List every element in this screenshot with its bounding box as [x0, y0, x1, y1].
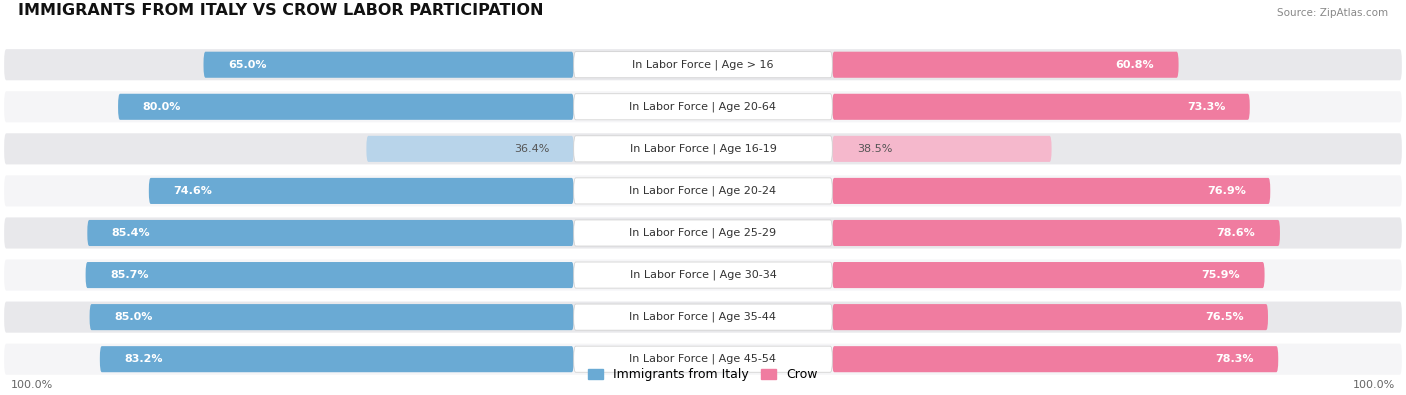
- FancyBboxPatch shape: [4, 217, 1402, 248]
- Text: 85.7%: 85.7%: [110, 270, 149, 280]
- FancyBboxPatch shape: [574, 52, 832, 78]
- FancyBboxPatch shape: [832, 346, 1278, 372]
- FancyBboxPatch shape: [100, 346, 574, 372]
- Text: IMMIGRANTS FROM ITALY VS CROW LABOR PARTICIPATION: IMMIGRANTS FROM ITALY VS CROW LABOR PART…: [18, 4, 544, 19]
- Text: 100.0%: 100.0%: [11, 380, 53, 390]
- FancyBboxPatch shape: [574, 346, 832, 372]
- FancyBboxPatch shape: [149, 178, 574, 204]
- FancyBboxPatch shape: [4, 133, 1402, 164]
- Text: 76.9%: 76.9%: [1206, 186, 1246, 196]
- FancyBboxPatch shape: [832, 136, 1052, 162]
- FancyBboxPatch shape: [574, 220, 832, 246]
- FancyBboxPatch shape: [204, 52, 574, 78]
- Text: 78.3%: 78.3%: [1215, 354, 1254, 364]
- Text: 85.0%: 85.0%: [114, 312, 152, 322]
- Text: In Labor Force | Age 45-54: In Labor Force | Age 45-54: [630, 354, 776, 365]
- Text: 83.2%: 83.2%: [124, 354, 163, 364]
- FancyBboxPatch shape: [86, 262, 574, 288]
- Text: In Labor Force | Age 35-44: In Labor Force | Age 35-44: [630, 312, 776, 322]
- Text: 80.0%: 80.0%: [142, 102, 181, 112]
- Text: In Labor Force | Age 30-34: In Labor Force | Age 30-34: [630, 270, 776, 280]
- Text: 75.9%: 75.9%: [1202, 270, 1240, 280]
- Text: 85.4%: 85.4%: [112, 228, 150, 238]
- FancyBboxPatch shape: [574, 136, 832, 162]
- FancyBboxPatch shape: [118, 94, 574, 120]
- FancyBboxPatch shape: [574, 94, 832, 120]
- FancyBboxPatch shape: [4, 344, 1402, 375]
- Text: 76.5%: 76.5%: [1205, 312, 1243, 322]
- FancyBboxPatch shape: [4, 175, 1402, 207]
- FancyBboxPatch shape: [367, 136, 574, 162]
- Text: Source: ZipAtlas.com: Source: ZipAtlas.com: [1277, 8, 1388, 19]
- Text: 38.5%: 38.5%: [856, 144, 893, 154]
- Text: 74.6%: 74.6%: [173, 186, 212, 196]
- FancyBboxPatch shape: [4, 301, 1402, 333]
- FancyBboxPatch shape: [90, 304, 574, 330]
- Text: In Labor Force | Age > 16: In Labor Force | Age > 16: [633, 60, 773, 70]
- FancyBboxPatch shape: [4, 49, 1402, 80]
- FancyBboxPatch shape: [832, 94, 1250, 120]
- Text: 100.0%: 100.0%: [1353, 380, 1395, 390]
- FancyBboxPatch shape: [832, 178, 1270, 204]
- FancyBboxPatch shape: [832, 262, 1264, 288]
- Text: 73.3%: 73.3%: [1187, 102, 1225, 112]
- Text: 60.8%: 60.8%: [1115, 60, 1154, 70]
- Text: 78.6%: 78.6%: [1216, 228, 1256, 238]
- FancyBboxPatch shape: [574, 262, 832, 288]
- FancyBboxPatch shape: [832, 304, 1268, 330]
- Text: 36.4%: 36.4%: [513, 144, 550, 154]
- FancyBboxPatch shape: [832, 52, 1178, 78]
- Text: In Labor Force | Age 20-64: In Labor Force | Age 20-64: [630, 102, 776, 112]
- FancyBboxPatch shape: [832, 220, 1279, 246]
- Legend: Immigrants from Italy, Crow: Immigrants from Italy, Crow: [583, 363, 823, 386]
- FancyBboxPatch shape: [574, 304, 832, 330]
- Text: In Labor Force | Age 25-29: In Labor Force | Age 25-29: [630, 228, 776, 238]
- Text: In Labor Force | Age 16-19: In Labor Force | Age 16-19: [630, 144, 776, 154]
- FancyBboxPatch shape: [4, 260, 1402, 291]
- Text: In Labor Force | Age 20-24: In Labor Force | Age 20-24: [630, 186, 776, 196]
- FancyBboxPatch shape: [87, 220, 574, 246]
- Text: 65.0%: 65.0%: [228, 60, 267, 70]
- FancyBboxPatch shape: [574, 178, 832, 204]
- FancyBboxPatch shape: [4, 91, 1402, 122]
